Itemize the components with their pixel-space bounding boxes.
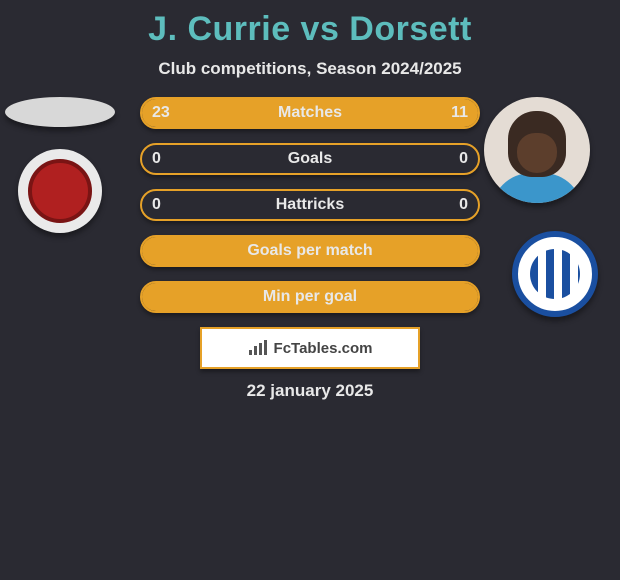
chart-icon [248,340,268,356]
date-label: 22 january 2025 [0,381,620,401]
page-title: J. Currie vs Dorsett [0,0,620,49]
player-right-avatar [484,97,590,203]
attribution-box: FcTables.com [200,327,420,369]
comparison-canvas: Matches2311Goals00Hattricks00Goals per m… [0,79,620,509]
stat-row: Hattricks0 0 [140,189,480,221]
stat-value-left: 0 [152,145,161,173]
stat-row: Min per goal [140,281,480,313]
attribution-text: FcTables.com [274,340,373,357]
stat-value-left: 23 [152,99,170,127]
stat-value-left: 0 [152,191,161,219]
stat-value-right: 0 [459,191,468,219]
club-right-crest [512,231,598,317]
page-subtitle: Club competitions, Season 2024/2025 [0,59,620,79]
player-left-avatar [5,97,115,127]
stat-label: Hattricks [142,191,478,219]
stat-row: Matches2311 [140,97,480,129]
stat-label: Goals [142,145,478,173]
stat-row: Goals0 0 [140,143,480,175]
stat-row: Goals per match [140,235,480,267]
stat-value-right: 0 [459,145,468,173]
stat-value-right: 11 [451,99,468,127]
club-left-crest [18,149,102,233]
